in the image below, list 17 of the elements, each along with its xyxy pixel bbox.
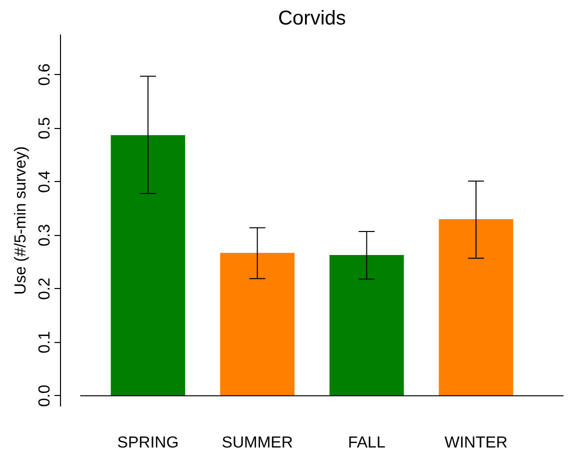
y-tick-label: 0.6 xyxy=(36,63,54,86)
y-tick-label: 0.2 xyxy=(36,278,54,300)
y-tick-label: 0.1 xyxy=(36,331,54,354)
y-axis-title: Use (#/5-min survey) xyxy=(12,146,30,295)
chart-title: Corvids xyxy=(278,8,346,30)
y-tick-label: 0.3 xyxy=(36,224,54,246)
bar xyxy=(220,252,295,396)
y-tick-label: 0.0 xyxy=(36,384,54,407)
x-tick-label: SUMMER xyxy=(222,434,293,452)
bar xyxy=(438,219,514,396)
y-tick-label: 0.4 xyxy=(36,170,54,193)
x-tick-label: SPRING xyxy=(117,434,179,452)
x-tick-label: FALL xyxy=(348,434,386,452)
bar xyxy=(110,135,186,396)
bar xyxy=(329,255,404,396)
x-tick-label: WINTER xyxy=(444,434,508,452)
y-tick-label: 0.5 xyxy=(36,116,54,140)
